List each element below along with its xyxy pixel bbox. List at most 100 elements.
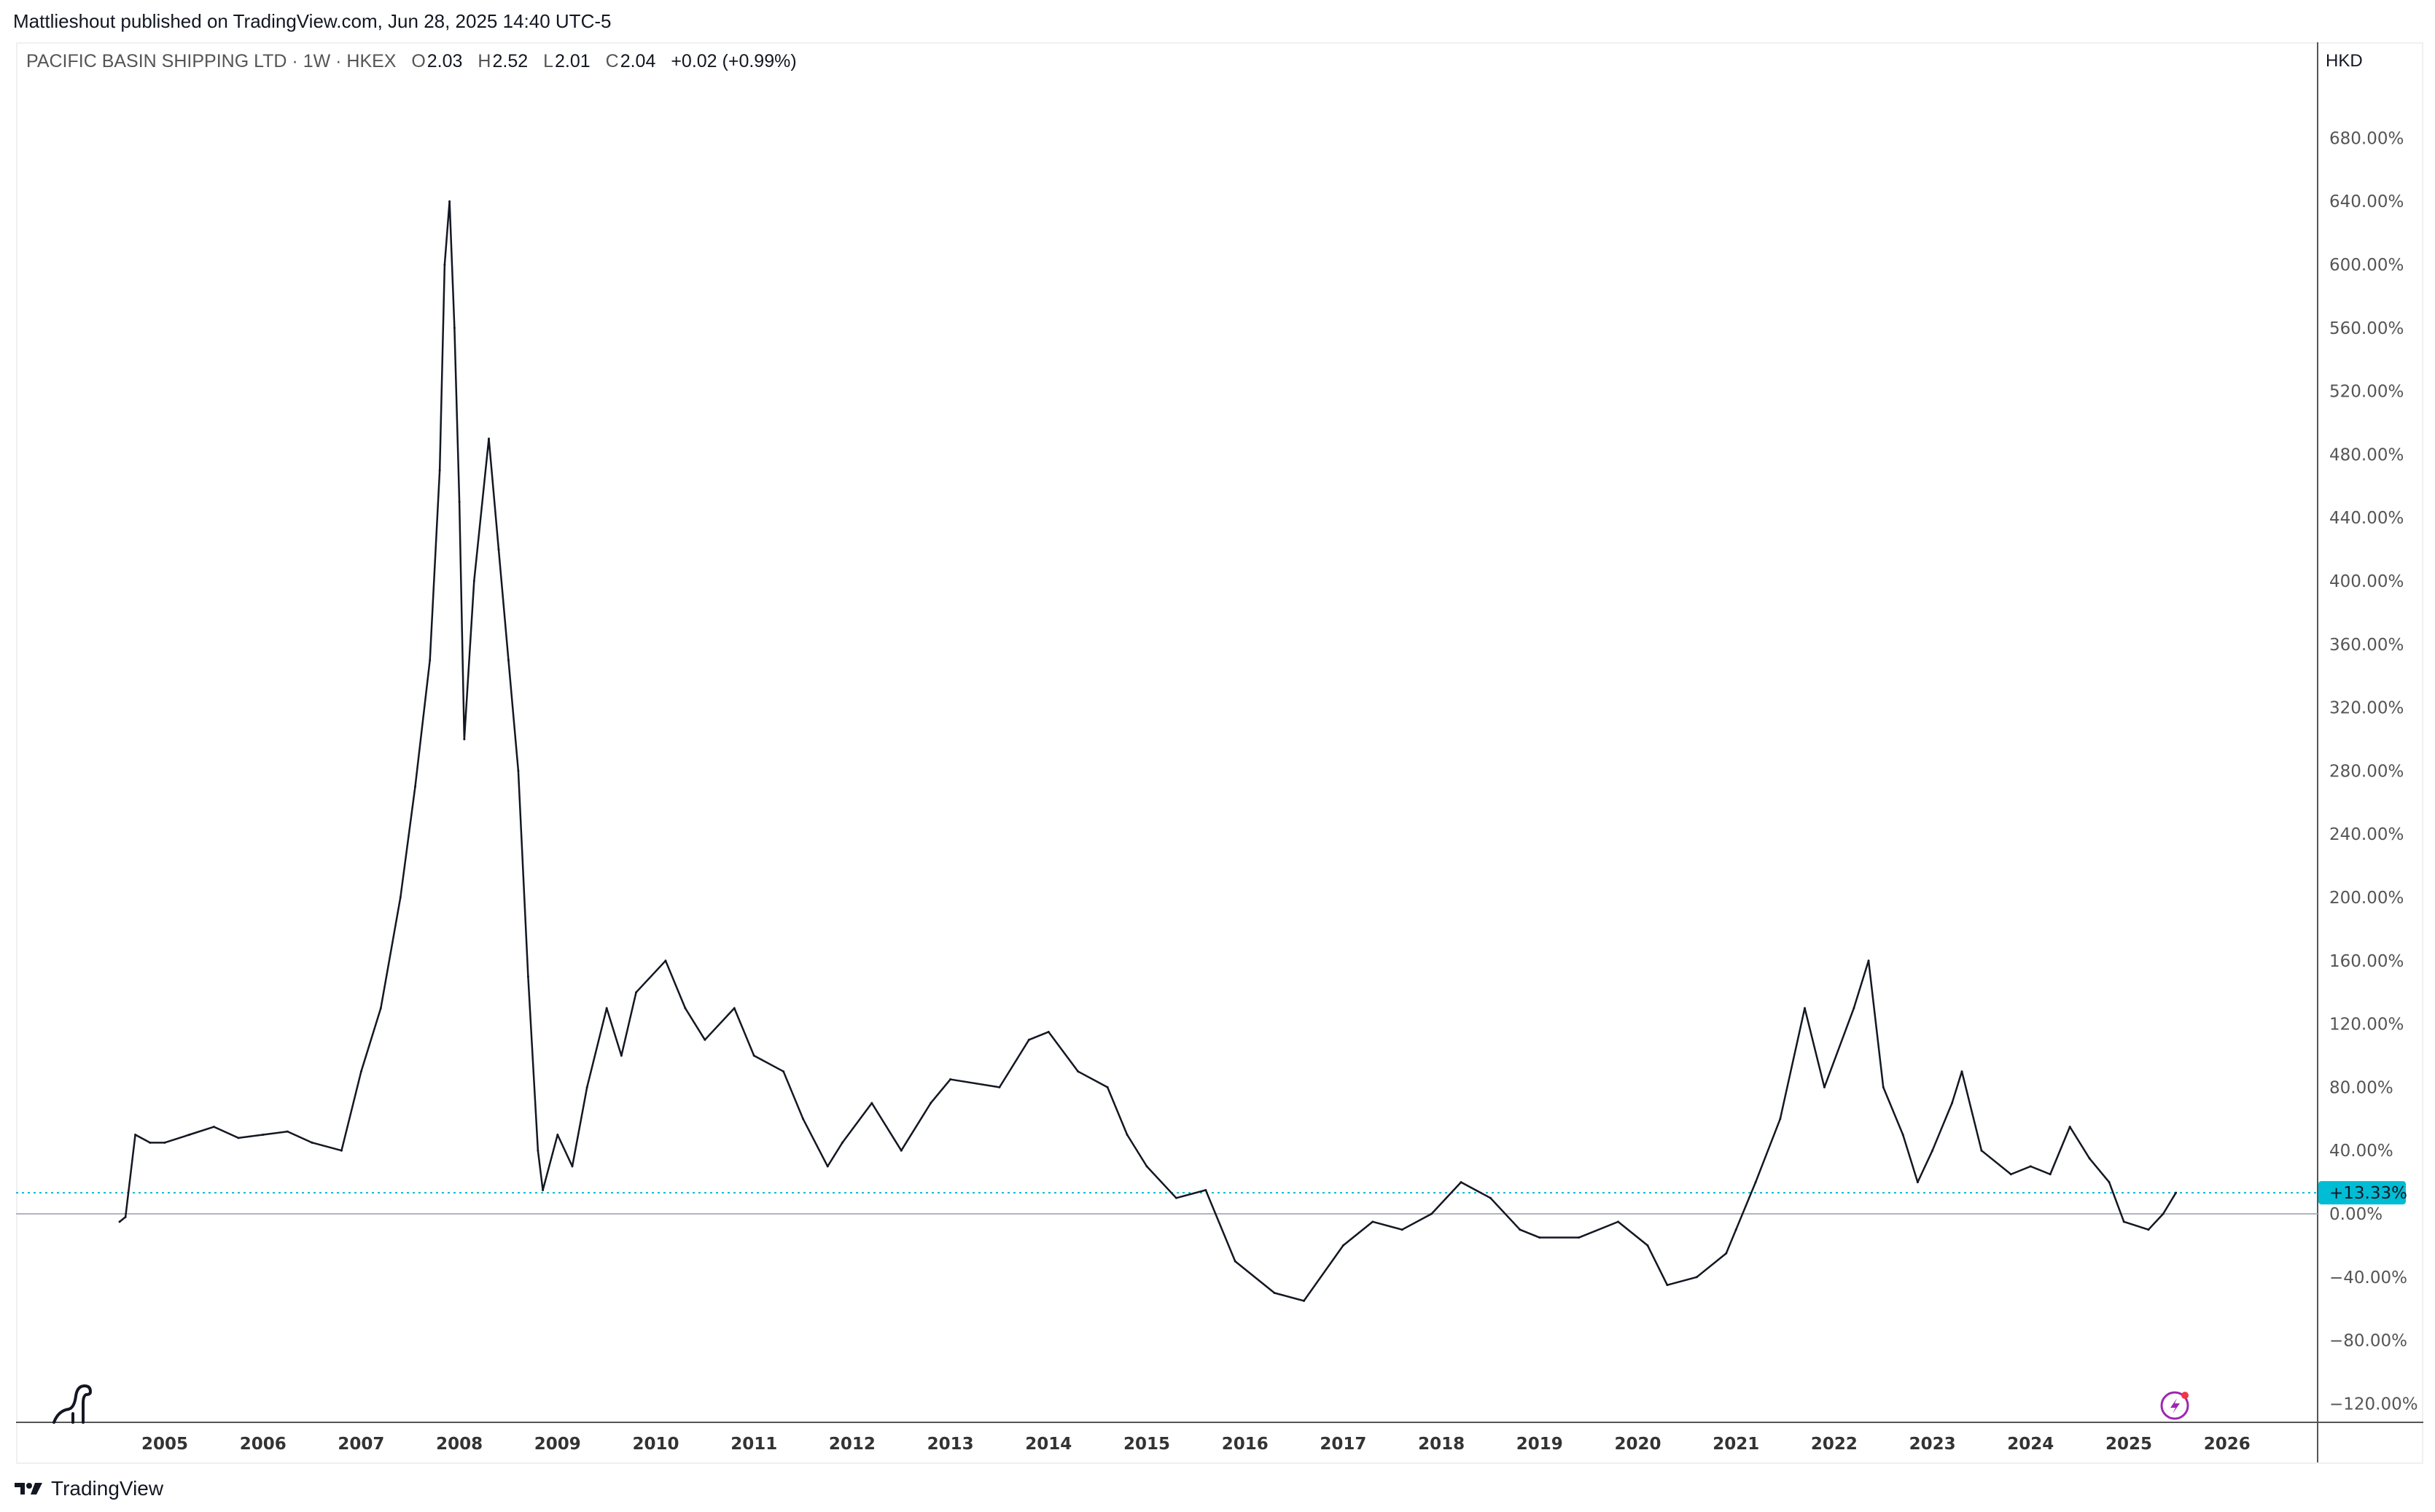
x-tick-label: 2017 — [1320, 1435, 1366, 1454]
data-point — [526, 975, 529, 978]
data-point — [1273, 1292, 1276, 1294]
data-point — [841, 1141, 844, 1144]
data-point — [1460, 1181, 1462, 1184]
y-tick-label: 160.00% — [2329, 952, 2404, 971]
last-price-badge: +13.33% — [2318, 1181, 2407, 1205]
y-tick-label: −120.00% — [2329, 1395, 2418, 1414]
data-point — [1617, 1220, 1620, 1223]
data-point — [1047, 1030, 1050, 1033]
data-point — [2175, 1191, 2178, 1194]
y-tick-label: −80.00% — [2329, 1332, 2407, 1351]
data-point — [870, 1102, 873, 1104]
x-tick-label: 2011 — [730, 1435, 777, 1454]
chart-panel[interactable] — [16, 42, 2423, 1464]
data-point — [1951, 1102, 1954, 1104]
data-point — [1695, 1276, 1698, 1279]
data-point — [2068, 1126, 2071, 1129]
data-point — [2029, 1165, 2032, 1168]
x-tick-label: 2014 — [1025, 1435, 1072, 1454]
open-value: 2.03 — [426, 51, 463, 71]
data-point — [212, 1126, 215, 1129]
data-point — [311, 1141, 313, 1144]
data-point — [1666, 1284, 1669, 1287]
data-point — [340, 1149, 343, 1152]
data-point — [733, 1007, 736, 1010]
data-point — [930, 1102, 932, 1104]
data-point — [1901, 1134, 1904, 1136]
data-point — [438, 469, 441, 472]
change-value: +0.02 (+0.99%) — [671, 51, 797, 71]
y-axis: 680.00% 640.00% 600.00% 560.00% 520.00% 480.0… — [2329, 129, 2418, 1414]
data-point — [517, 769, 520, 772]
y-tick-label: 40.00% — [2329, 1142, 2393, 1161]
data-point — [537, 1149, 539, 1152]
x-axis: 2005 2006 2007 2008 2009 2010 2011 2012 2013 2014… — [141, 1435, 2251, 1454]
x-tick-label: 2018 — [1418, 1435, 1465, 1454]
data-point — [542, 1188, 545, 1191]
data-point — [1234, 1260, 1236, 1263]
data-point — [463, 738, 466, 741]
data-point — [134, 1134, 137, 1136]
data-point — [1027, 1038, 1030, 1041]
low-value: 2.01 — [555, 51, 591, 71]
x-tick-label: 2006 — [240, 1435, 287, 1454]
data-point — [453, 327, 456, 330]
high-value: 2.52 — [492, 51, 529, 71]
x-tick-label: 2022 — [1811, 1435, 1858, 1454]
currency-label[interactable]: HKD — [2326, 51, 2363, 71]
x-tick-label: 2007 — [338, 1435, 384, 1454]
x-tick-label: 2008 — [436, 1435, 483, 1454]
data-point — [684, 1007, 687, 1010]
dinosaur-icon — [52, 1384, 93, 1424]
y-tick-label: 320.00% — [2329, 699, 2404, 718]
data-point — [237, 1137, 240, 1139]
data-point — [443, 263, 446, 266]
data-point — [149, 1141, 152, 1144]
data-point — [488, 437, 491, 440]
data-point — [359, 1070, 362, 1073]
data-point — [949, 1078, 952, 1081]
close-value: 2.04 — [620, 51, 656, 71]
x-tick-label: 2025 — [2105, 1435, 2152, 1454]
data-point — [188, 1134, 191, 1136]
y-tick-label: 120.00% — [2329, 1016, 2404, 1034]
data-point — [1126, 1134, 1129, 1136]
data-point — [1803, 1007, 1806, 1010]
data-point — [1823, 1086, 1826, 1088]
x-tick-label: 2013 — [927, 1435, 974, 1454]
y-tick-label: 560.00% — [2329, 319, 2404, 338]
x-tick-label: 2009 — [534, 1435, 581, 1454]
y-tick-label: 600.00% — [2329, 256, 2404, 275]
lightning-icon[interactable] — [2160, 1391, 2189, 1420]
y-tick-label: 80.00% — [2329, 1078, 2393, 1097]
data-point — [752, 1054, 755, 1057]
x-tick-label: 2019 — [1516, 1435, 1563, 1454]
data-point — [556, 1134, 559, 1136]
data-point — [620, 1054, 623, 1057]
data-point — [2108, 1181, 2111, 1184]
data-point — [2147, 1228, 2150, 1231]
x-tick-label: 2012 — [829, 1435, 876, 1454]
data-point — [802, 1118, 805, 1121]
data-point — [1371, 1220, 1374, 1223]
data-point — [458, 501, 461, 503]
data-point — [664, 959, 667, 962]
data-point — [1538, 1236, 1541, 1239]
data-point — [1646, 1244, 1649, 1247]
data-point — [429, 659, 432, 661]
price-series-line — [119, 200, 2177, 1302]
y-tick-label: 280.00% — [2329, 762, 2404, 781]
data-point — [399, 896, 402, 899]
data-point — [2088, 1157, 2091, 1160]
x-tick-label: 2024 — [2007, 1435, 2054, 1454]
data-point — [1867, 959, 1870, 962]
data-point — [1341, 1244, 1344, 1247]
data-point — [826, 1165, 829, 1168]
data-point — [124, 1215, 127, 1218]
x-tick-label: 2021 — [1713, 1435, 1759, 1454]
data-point — [1916, 1181, 1919, 1184]
data-point — [413, 785, 416, 788]
data-point — [2009, 1173, 2012, 1176]
data-point — [1960, 1070, 1963, 1073]
